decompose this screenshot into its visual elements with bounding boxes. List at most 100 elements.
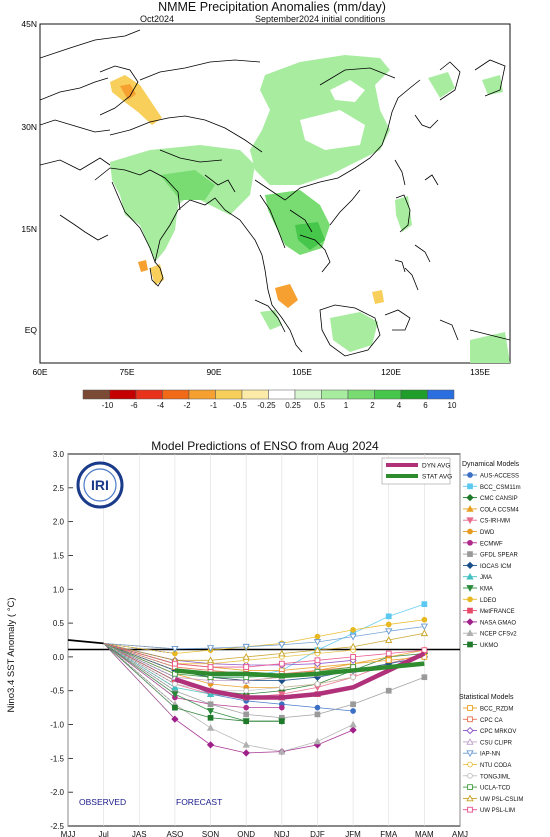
lon-tick-135e: 135E: [470, 367, 490, 377]
colorbar-label: -1: [210, 401, 218, 410]
model-point: [385, 657, 392, 664]
lon-tick-75e: 75E: [119, 367, 134, 377]
anomaly-fields: [110, 55, 510, 363]
colorbar-label: 0.5: [314, 401, 326, 410]
map-lon-ticks: 60E 75E 90E 105E 120E 135E: [32, 367, 490, 377]
model-point: [278, 684, 285, 691]
lon-tick-120e: 120E: [381, 367, 401, 377]
colorbar-swatch: [215, 389, 243, 400]
lat-tick-eq: EQ: [25, 325, 38, 335]
x-tick-label: FMA: [380, 830, 398, 837]
legend-swatch-marker: [466, 585, 474, 592]
y-tick-label: 1.5: [53, 551, 65, 560]
map-frame: [39, 23, 511, 364]
legend-swatch-marker: [467, 551, 473, 557]
model-spinup-line: [103, 643, 176, 675]
legend-swatch-marker: [466, 794, 474, 802]
legend-swatch-marker: [467, 472, 473, 478]
colorbar-swatch: [347, 389, 375, 400]
model-point: [350, 654, 356, 660]
legend-label: CMC CANSIP: [480, 496, 518, 502]
model-point: [171, 683, 179, 691]
x-tick-label: MJJ: [61, 830, 76, 837]
model-spinup-line: [103, 643, 175, 661]
colorbar-swatch: [321, 389, 349, 400]
colorbar-swatch: [82, 389, 110, 400]
colorbar-label: 2: [370, 401, 375, 410]
model-spinup-line: [103, 643, 176, 671]
model-point: [243, 687, 250, 694]
model-point: [385, 628, 393, 636]
model-point: [242, 749, 250, 757]
model-point: [313, 646, 322, 653]
map-title: NMME Precipitation Anomalies (mm/day): [158, 0, 386, 14]
model-point: [206, 724, 215, 731]
colorbar-swatch: [400, 389, 428, 400]
model-point: [243, 664, 250, 670]
legend-swatch-marker: [467, 596, 473, 603]
model-point: [385, 650, 392, 657]
legend-label: NASA GMAO: [480, 620, 516, 626]
legend-label: LDEO: [480, 598, 497, 604]
legend-label: CSU CLIPR: [480, 740, 513, 746]
legend-label: TONGJIML: [480, 774, 511, 780]
y-tick-label: 2.5: [53, 484, 65, 493]
model-spinup-line: [103, 643, 176, 698]
observed-label: OBSERVED: [79, 797, 126, 807]
legend-swatch-marker: [466, 618, 474, 626]
legend-label: UW PSL-CSLIM: [480, 797, 523, 803]
colorbar-swatch: [427, 389, 455, 400]
model-point: [278, 747, 286, 755]
colorbar-swatch: [109, 389, 137, 400]
lat-tick-15n: 15N: [21, 224, 37, 234]
enso-x-tick-labels: MJJ Jul JAS ASO SON OND NDJ DJF JFM FMA MAM AMJ: [61, 830, 468, 837]
legend-swatch-marker: [466, 738, 474, 745]
legend-label: DWD: [480, 530, 495, 536]
x-tick-label: ASO: [166, 830, 183, 837]
lat-tick-45n: 45N: [21, 19, 37, 29]
legend-label: AUS-ACCESS: [480, 474, 519, 480]
colorbar-label: -2: [183, 401, 191, 410]
colorbar-label: 10: [448, 401, 457, 410]
legend-label: CS-IRI-MM: [480, 519, 510, 525]
model-point: [313, 639, 322, 646]
y-tick-label: -1.5: [50, 754, 64, 763]
x-tick-label: NDJ: [274, 830, 290, 837]
model-point: [171, 715, 179, 723]
legend-swatch-marker: [467, 806, 473, 813]
model-point: [385, 636, 393, 643]
avg-legend-label: DYN AVG: [422, 463, 450, 470]
legend-label: GFDL SPEAR: [480, 553, 518, 559]
model-point: [349, 720, 357, 728]
legend-label: BCC_CSM11m: [480, 485, 521, 491]
legend-swatch-marker: [466, 505, 474, 512]
map-subtitle-init: September2024 initial conditions: [255, 14, 386, 24]
y-tick-label: -0.5: [50, 687, 64, 696]
model-point: [385, 621, 392, 628]
legend-swatch-marker: [466, 561, 474, 570]
legend-label: UKMO: [480, 643, 498, 649]
lon-tick-90e: 90E: [206, 367, 221, 377]
legend-label: CPC MRKOV: [480, 729, 516, 735]
colorbar-label: -10: [102, 401, 114, 410]
model-point: [421, 674, 428, 681]
legend-swatch-marker: [467, 716, 473, 723]
model-spinup-line: [103, 643, 175, 664]
avg-legend-label: STAT AVG: [422, 474, 452, 481]
legend-label: KMA: [480, 587, 493, 593]
y-tick-label: -1.0: [50, 721, 64, 730]
legend-label: CPC CA: [480, 718, 503, 724]
colorbar: -10 -6 -4 -2 -1 -0.5 -0.25 0.25 0.5 1 2 4 6 10: [82, 389, 457, 410]
legend-swatch-marker: [467, 539, 473, 546]
colorbar-swatch: [241, 389, 269, 400]
model-point: [243, 718, 250, 725]
dyn-avg-line: [174, 651, 426, 700]
legend-swatch-marker: [467, 483, 473, 490]
statistical-legend-title: Statistical Models: [459, 694, 514, 701]
legend-swatch-marker: [467, 705, 473, 711]
legend-label: UCLA-TCD: [480, 786, 511, 792]
legend-swatch-marker: [467, 761, 473, 768]
model-point: [171, 691, 179, 698]
model-point: [242, 676, 250, 684]
lon-tick-105e: 105E: [292, 367, 312, 377]
